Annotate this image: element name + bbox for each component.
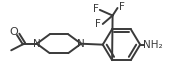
Text: N: N (33, 39, 41, 49)
Text: NH₂: NH₂ (143, 40, 163, 50)
Text: F: F (95, 19, 101, 29)
Text: F: F (93, 4, 99, 14)
Text: F: F (118, 2, 124, 12)
Text: N: N (77, 39, 85, 49)
Text: O: O (10, 27, 19, 37)
